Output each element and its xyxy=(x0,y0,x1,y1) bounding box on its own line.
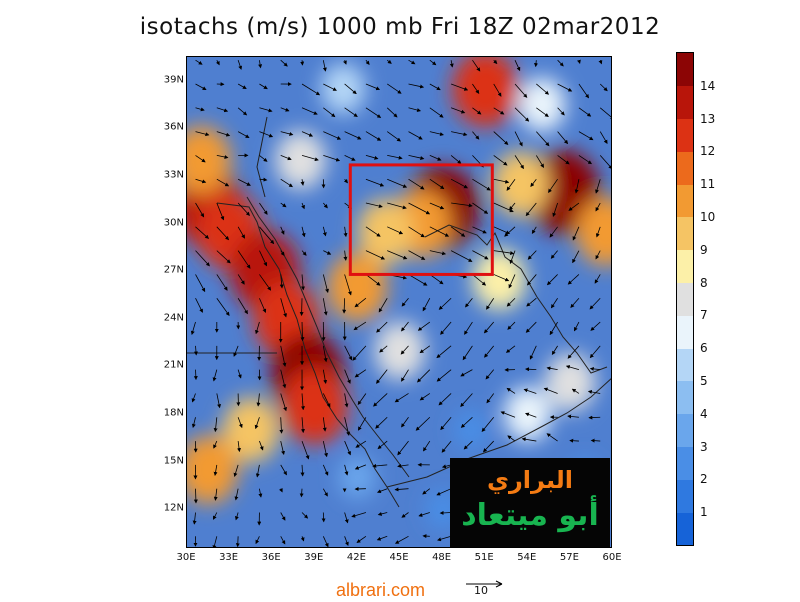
colorbar-segment xyxy=(677,479,693,512)
colorbar-label: 4 xyxy=(700,407,708,421)
isotach-blob xyxy=(518,77,565,131)
reference-vector-label: 10 xyxy=(474,584,488,597)
isotach-blob xyxy=(327,253,387,322)
colorbar-segment xyxy=(677,414,693,447)
isotach-blob xyxy=(321,63,365,114)
x-tick-label: 36E xyxy=(251,552,291,563)
isotach-blob xyxy=(339,456,377,499)
y-tick-label: 21N xyxy=(152,360,184,371)
colorbar-label: 6 xyxy=(700,341,708,355)
x-tick-label: 33E xyxy=(209,552,249,563)
site-url: albrari.com xyxy=(336,580,425,601)
isotach-blob xyxy=(492,151,549,216)
colorbar-label: 7 xyxy=(700,308,708,322)
isotach-blob xyxy=(545,353,595,411)
x-tick-label: 42E xyxy=(336,552,376,563)
wind-arrow xyxy=(302,322,303,340)
y-tick-label: 12N xyxy=(152,503,184,514)
colorbar-segment xyxy=(677,184,693,217)
colorbar-label: 10 xyxy=(700,210,715,224)
y-tick-label: 24N xyxy=(152,312,184,323)
y-tick-label: 18N xyxy=(152,408,184,419)
y-tick-label: 33N xyxy=(152,170,184,181)
colorbar-label: 8 xyxy=(700,276,708,290)
colorbar-label: 1 xyxy=(700,505,708,519)
colorbar-label: 13 xyxy=(700,112,715,126)
x-tick-label: 57E xyxy=(549,552,589,563)
x-tick-label: 48E xyxy=(422,552,462,563)
colorbar-segment xyxy=(677,315,693,348)
x-tick-label: 30E xyxy=(166,552,206,563)
logo-text-bottom: أبو ميتعاد xyxy=(450,498,610,533)
colorbar-label: 3 xyxy=(700,440,708,454)
isotach-blob xyxy=(375,322,425,380)
colorbar-segment xyxy=(677,348,693,381)
chart-title: isotachs (m/s) 1000 mb Fri 18Z 02mar2012 xyxy=(0,14,800,40)
colorbar-label: 9 xyxy=(700,243,708,257)
colorbar-segment xyxy=(677,119,693,152)
colorbar xyxy=(676,52,694,546)
logo: البراري أبو ميتعاد xyxy=(450,458,610,547)
colorbar-segment xyxy=(677,250,693,283)
y-tick-label: 39N xyxy=(152,74,184,85)
colorbar-label: 12 xyxy=(700,144,715,158)
x-tick-label: 54E xyxy=(507,552,547,563)
colorbar-label: 2 xyxy=(700,472,708,486)
colorbar-segment xyxy=(677,512,693,545)
colorbar-label: 14 xyxy=(700,79,715,93)
colorbar-segment xyxy=(677,151,693,184)
isotach-blob xyxy=(473,248,527,310)
y-tick-label: 27N xyxy=(152,265,184,276)
colorbar-segment xyxy=(677,217,693,250)
y-tick-label: 30N xyxy=(152,217,184,228)
isotach-blob xyxy=(282,368,348,444)
x-tick-label: 45E xyxy=(379,552,419,563)
colorbar-segment xyxy=(677,86,693,119)
wind-arrow xyxy=(344,298,345,313)
y-tick-label: 15N xyxy=(152,455,184,466)
colorbar-segment xyxy=(677,447,693,480)
logo-text-top: البراري xyxy=(450,466,610,494)
colorbar-label: 11 xyxy=(700,177,715,191)
colorbar-label: 5 xyxy=(700,374,708,388)
x-tick-label: 39E xyxy=(294,552,334,563)
x-tick-label: 60E xyxy=(592,552,632,563)
x-tick-label: 51E xyxy=(464,552,504,563)
colorbar-segment xyxy=(677,283,693,316)
y-tick-label: 36N xyxy=(152,122,184,133)
colorbar-segment xyxy=(677,53,693,86)
colorbar-segment xyxy=(677,381,693,414)
